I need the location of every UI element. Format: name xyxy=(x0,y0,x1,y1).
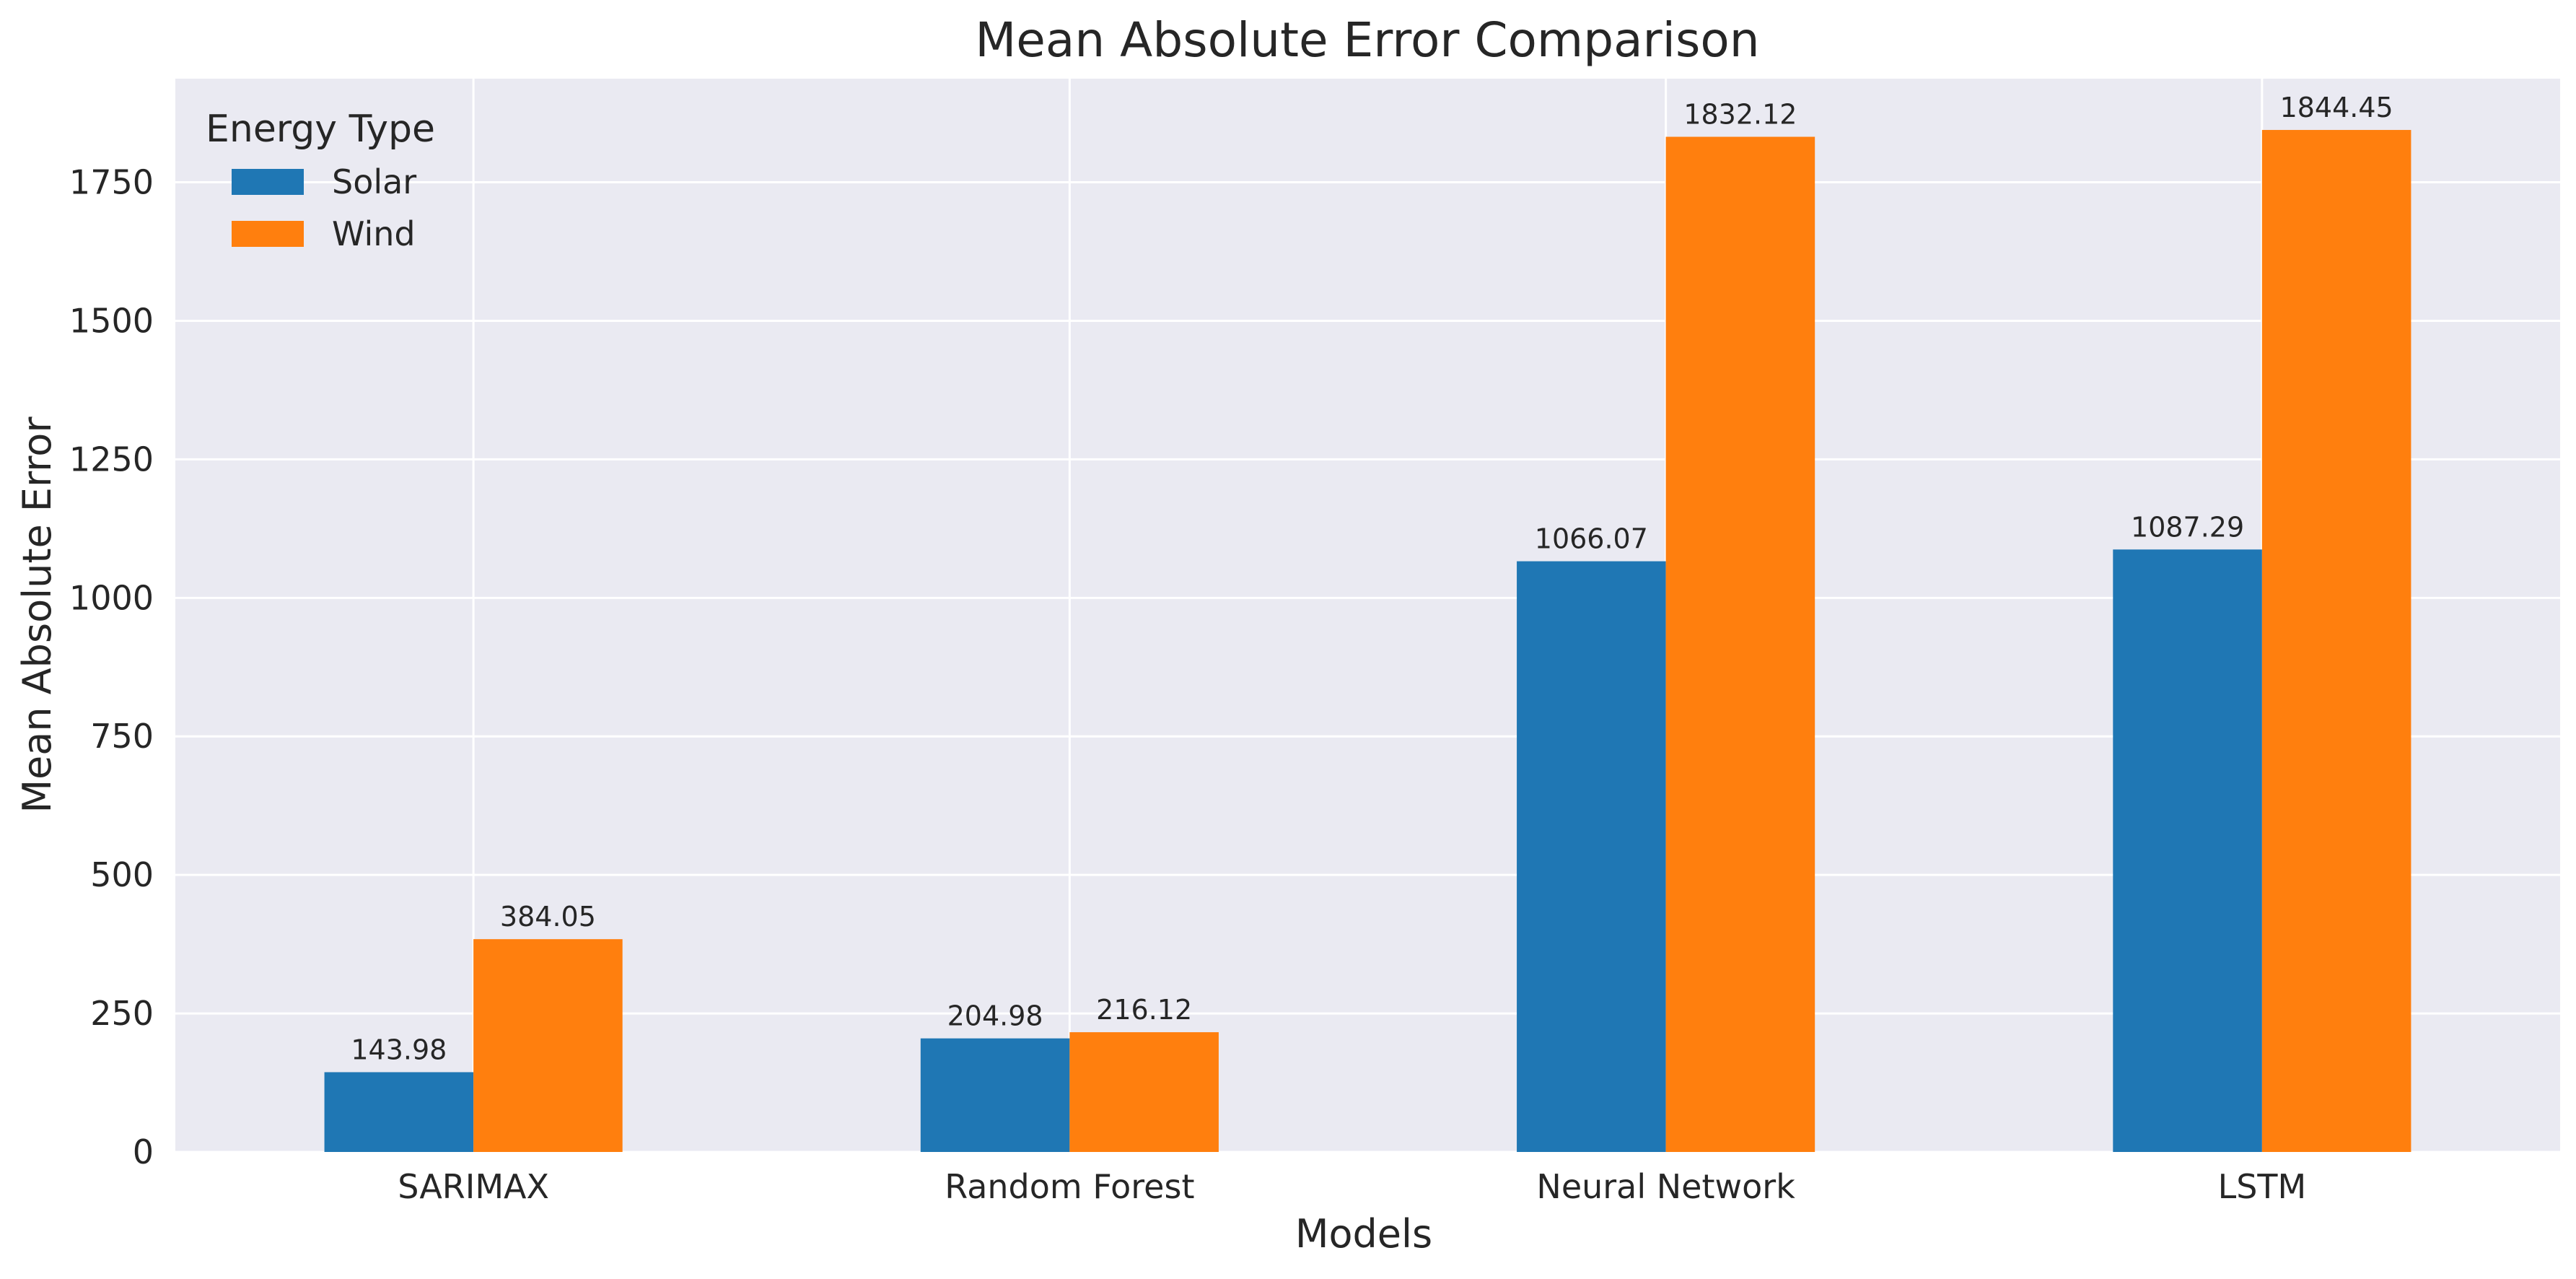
y-axis-ticks: 0 250 500 750 1000 1250 1500 1750 xyxy=(69,163,154,1171)
data-label: 384.05 xyxy=(500,901,596,933)
data-label: 1844.45 xyxy=(2280,92,2393,123)
y-tick-label: 250 xyxy=(90,994,154,1033)
data-label: 204.98 xyxy=(947,1000,1043,1032)
chart-title: Mean Absolute Error Comparison xyxy=(975,12,1759,68)
bar-wind xyxy=(473,939,623,1152)
x-tick-label: Neural Network xyxy=(1536,1167,1795,1206)
x-tick-label: Random Forest xyxy=(945,1167,1194,1206)
y-axis-label: Mean Absolute Error xyxy=(14,416,60,813)
data-label: 1087.29 xyxy=(2131,511,2244,543)
y-tick-label: 1000 xyxy=(69,578,154,617)
data-label: 143.98 xyxy=(351,1034,447,1065)
bar-wind xyxy=(1665,136,1815,1152)
bar-wind xyxy=(2261,130,2411,1153)
bar-solar xyxy=(1517,561,1666,1152)
bars xyxy=(324,130,2411,1153)
x-tick-label: SARIMAX xyxy=(398,1167,549,1206)
legend-swatch-wind xyxy=(232,221,304,247)
y-tick-label: 1750 xyxy=(69,163,154,202)
y-tick-label: 500 xyxy=(90,855,154,894)
legend-swatch-solar xyxy=(232,169,304,195)
bar-labels: 143.98 384.05 204.98 216.12 1066.07 1832.12 10… xyxy=(351,92,2393,1065)
data-label: 1066.07 xyxy=(1535,523,1648,555)
y-tick-label: 750 xyxy=(90,717,154,756)
x-axis-ticks: SARIMAX Random Forest Neural Network LSTM xyxy=(398,1167,2306,1206)
data-label: 216.12 xyxy=(1096,994,1192,1026)
y-tick-label: 1500 xyxy=(69,301,154,340)
x-axis-label: Models xyxy=(1295,1211,1432,1257)
bar-solar xyxy=(920,1038,1070,1152)
legend-label-wind: Wind xyxy=(332,214,416,253)
bar-solar xyxy=(324,1072,474,1152)
data-label: 1832.12 xyxy=(1683,99,1797,131)
bar-solar xyxy=(2113,549,2262,1152)
legend-title: Energy Type xyxy=(206,108,435,151)
y-tick-label: 1250 xyxy=(69,440,154,479)
legend: Energy Type Solar Wind xyxy=(206,108,435,253)
y-tick-label: 0 xyxy=(133,1132,154,1171)
legend-label-solar: Solar xyxy=(332,162,416,201)
x-tick-label: LSTM xyxy=(2218,1167,2307,1206)
bar-wind xyxy=(1069,1032,1219,1152)
